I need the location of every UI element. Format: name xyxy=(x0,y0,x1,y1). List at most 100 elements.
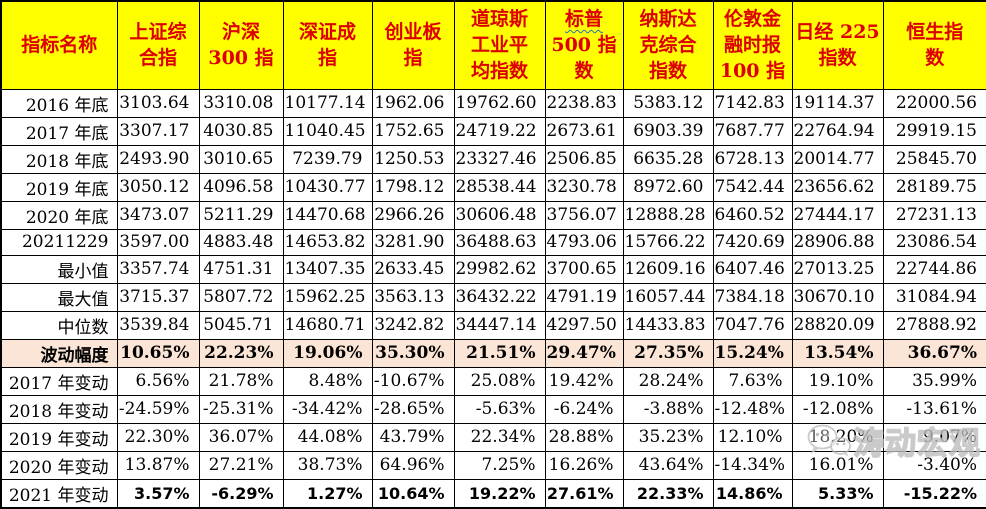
value-cell: 3715.37 xyxy=(116,282,200,312)
value-cell: -14.34% xyxy=(712,450,793,480)
value-cell: 5.33% xyxy=(791,478,884,508)
value-cell: 8.48% xyxy=(282,366,373,396)
value-cell: 18.20% xyxy=(791,422,884,452)
value-cell: 7687.77 xyxy=(712,116,793,146)
value-cell: 3230.78 xyxy=(544,172,624,202)
value-cell: 13.87% xyxy=(116,450,200,480)
value-cell: 12609.16 xyxy=(622,254,714,284)
table-row: 2019 年底 3050.12 4096.58 10430.77 1798.12 2853… xyxy=(0,172,986,202)
value-cell: 3700.65 xyxy=(544,254,624,284)
column-header-2: 沪深 300 指 xyxy=(198,0,284,90)
value-cell: -5.63% xyxy=(453,394,546,424)
value-cell: 5807.72 xyxy=(198,282,284,312)
value-cell: 7.63% xyxy=(712,366,793,396)
table-row: 2018 年底 2493.90 3010.65 7239.79 1250.53 23327… xyxy=(0,144,986,174)
value-cell: 7542.44 xyxy=(712,172,793,202)
value-cell: -34.42% xyxy=(282,394,373,424)
value-cell: 14680.71 xyxy=(282,310,373,340)
column-header-6: 标普 500 指 数 xyxy=(544,0,624,90)
table-row: 2020 年变动 13.87% 27.21% 38.73% 64.96% 7.25% 16.… xyxy=(0,450,986,480)
value-cell: -24.59% xyxy=(116,394,200,424)
value-cell: 36.67% xyxy=(882,338,986,368)
row-label: 最小值 xyxy=(0,254,118,284)
value-cell: 4096.58 xyxy=(198,172,284,202)
value-cell: 3050.12 xyxy=(116,172,200,202)
value-cell: 24719.22 xyxy=(453,116,546,146)
value-cell: -3.40% xyxy=(882,450,986,480)
value-cell: 29982.62 xyxy=(453,254,546,284)
value-cell: 14.86% xyxy=(712,478,793,508)
table-row: 2021 年变动 3.57% -6.29% 1.27% 10.64% 19.22% 27.6… xyxy=(0,478,986,508)
value-cell: -6.29% xyxy=(198,478,284,508)
value-cell: 7142.83 xyxy=(712,88,793,118)
value-cell: 2238.83 xyxy=(544,88,624,118)
row-label: 2020 年变动 xyxy=(0,450,118,480)
row-label: 2019 年变动 xyxy=(0,422,118,452)
value-cell: 35.30% xyxy=(371,338,455,368)
row-label: 2018 年底 xyxy=(0,144,118,174)
value-cell: 3307.17 xyxy=(116,116,200,146)
value-cell: -3.88% xyxy=(622,394,714,424)
table-row: 最小值 3357.74 4751.31 13407.35 2633.45 29982.62… xyxy=(0,254,986,284)
value-cell: 7420.69 xyxy=(712,228,793,256)
value-cell: 28906.88 xyxy=(791,228,884,256)
spellcheck-wavy-text: 标普 xyxy=(564,7,603,30)
value-cell: 4297.50 xyxy=(544,310,624,340)
value-cell: 14433.83 xyxy=(622,310,714,340)
value-cell: 3473.07 xyxy=(116,200,200,230)
row-label: 2018 年变动 xyxy=(0,394,118,424)
table-row: 波动幅度 10.65% 22.23% 19.06% 35.30% 21.51% 29.47%… xyxy=(0,338,986,368)
value-cell: 3242.82 xyxy=(371,310,455,340)
column-header-0: 指标名称 xyxy=(0,0,118,90)
value-cell: -12.08% xyxy=(791,394,884,424)
value-cell: 16.01% xyxy=(791,450,884,480)
table-row: 2018 年变动 -24.59% -25.31% -34.42% -28.65% -5.6… xyxy=(0,394,986,424)
value-cell: -12.48% xyxy=(712,394,793,424)
value-cell: 14470.68 xyxy=(282,200,373,230)
table-row: 20211229 3597.00 4883.48 14653.82 3281.90 364… xyxy=(0,228,986,256)
value-cell: 6903.39 xyxy=(622,116,714,146)
value-cell: 38.73% xyxy=(282,450,373,480)
row-label: 2017 年底 xyxy=(0,116,118,146)
value-cell: 64.96% xyxy=(371,450,455,480)
value-cell: 7.25% xyxy=(453,450,546,480)
value-cell: 36432.22 xyxy=(453,282,546,312)
value-cell: 4751.31 xyxy=(198,254,284,284)
value-cell: 13407.35 xyxy=(282,254,373,284)
value-cell: 2673.61 xyxy=(544,116,624,146)
value-cell: 44.08% xyxy=(282,422,373,452)
value-cell: 23656.62 xyxy=(791,172,884,202)
value-cell: 27.35% xyxy=(622,338,714,368)
value-cell: 2633.45 xyxy=(371,254,455,284)
value-cell: 3281.90 xyxy=(371,228,455,256)
table-body: 2016 年底 3103.64 3310.08 10177.14 1962.06 1976… xyxy=(0,88,986,508)
value-cell: 15766.22 xyxy=(622,228,714,256)
value-cell: 22.34% xyxy=(453,422,546,452)
value-cell: 25845.70 xyxy=(882,144,986,174)
value-cell: 43.64% xyxy=(622,450,714,480)
value-cell: 2966.26 xyxy=(371,200,455,230)
value-cell: 19.10% xyxy=(791,366,884,396)
value-cell: 15962.25 xyxy=(282,282,373,312)
value-cell: 27888.92 xyxy=(882,310,986,340)
value-cell: 20014.77 xyxy=(791,144,884,174)
value-cell: 12.10% xyxy=(712,422,793,452)
value-cell: 13.54% xyxy=(791,338,884,368)
value-cell: 10177.14 xyxy=(282,88,373,118)
value-cell: 27.61% xyxy=(544,478,624,508)
row-label: 中位数 xyxy=(0,310,118,340)
value-cell: 1798.12 xyxy=(371,172,455,202)
table-header: 指标名称 上证综 合指 沪深 300 指深证成 指创业板 指道琼斯 工业平 均指数标… xyxy=(0,0,986,90)
value-cell: 23086.54 xyxy=(882,228,986,256)
value-cell: 1250.53 xyxy=(371,144,455,174)
value-cell: 10430.77 xyxy=(282,172,373,202)
value-cell: 22744.86 xyxy=(882,254,986,284)
value-cell: 14653.82 xyxy=(282,228,373,256)
value-cell: 43.79% xyxy=(371,422,455,452)
value-cell: 7047.76 xyxy=(712,310,793,340)
column-header-5: 道琼斯 工业平 均指数 xyxy=(453,0,546,90)
value-cell: 4883.48 xyxy=(198,228,284,256)
value-cell: 28820.09 xyxy=(791,310,884,340)
column-header-1: 上证综 合指 xyxy=(116,0,200,90)
value-cell: 3357.74 xyxy=(116,254,200,284)
